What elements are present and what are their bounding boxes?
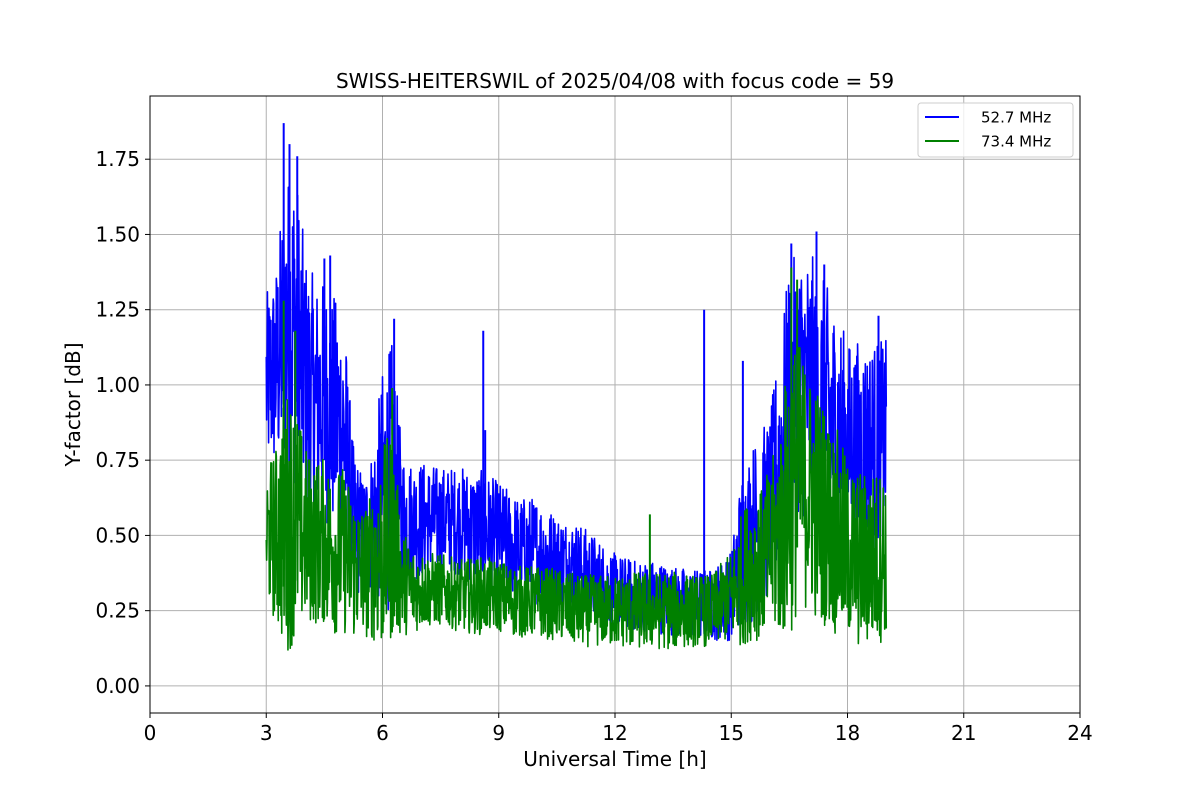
y-tick-label: 1.50 bbox=[95, 222, 140, 246]
legend-label-73-4-mhz: 73.4 MHz bbox=[981, 133, 1051, 151]
y-tick-label: 1.00 bbox=[95, 373, 140, 397]
x-tick-label: 18 bbox=[835, 721, 860, 745]
x-tick-label: 12 bbox=[602, 721, 627, 745]
y-tick-label: 0.00 bbox=[95, 674, 140, 698]
y-tick-label: 0.50 bbox=[95, 523, 140, 547]
x-tick-label: 21 bbox=[951, 721, 976, 745]
x-tick-label: 15 bbox=[719, 721, 744, 745]
series-layer bbox=[265, 123, 888, 651]
y-tick-label: 0.75 bbox=[95, 448, 140, 472]
y-tick-label: 1.75 bbox=[95, 147, 140, 171]
y-axis-label: Y-factor [dB] bbox=[61, 342, 85, 467]
legend-label-52-7-mhz: 52.7 MHz bbox=[981, 109, 1051, 127]
y-tick-label: 0.25 bbox=[95, 599, 140, 623]
x-axis-label: Universal Time [h] bbox=[523, 747, 706, 771]
y-tick-label: 1.25 bbox=[95, 298, 140, 322]
x-tick-label: 24 bbox=[1067, 721, 1092, 745]
x-tick-label: 6 bbox=[376, 721, 389, 745]
chart-title: SWISS-HEITERSWIL of 2025/04/08 with focu… bbox=[336, 69, 894, 93]
x-tick-label: 9 bbox=[492, 721, 505, 745]
x-tick-label: 0 bbox=[144, 721, 157, 745]
y-axis: 0.00 0.25 0.50 0.75 1.00 1.25 1.50 1.75 bbox=[95, 147, 150, 698]
series-line bbox=[265, 346, 888, 651]
legend: 52.7 MHz 73.4 MHz bbox=[917, 102, 1074, 158]
series-73-4-mhz bbox=[265, 267, 888, 651]
x-axis: 0 3 6 9 12 15 18 21 24 bbox=[144, 713, 1093, 745]
x-tick-label: 3 bbox=[260, 721, 273, 745]
